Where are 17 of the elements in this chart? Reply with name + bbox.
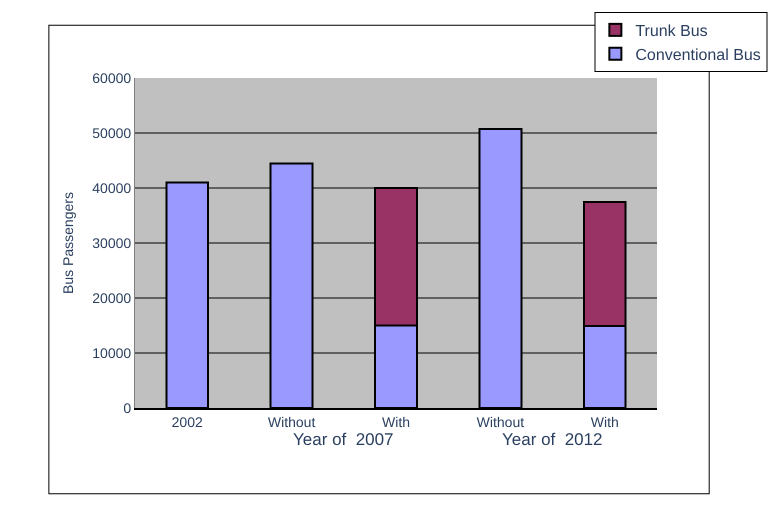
text: Year of 2007 <box>293 430 394 449</box>
y-tick-label: 50000 <box>92 124 132 141</box>
y-tick-label: 20000 <box>92 290 132 306</box>
y-tick-label: 10000 <box>92 344 132 361</box>
legend-label: Conventional Bus <box>635 46 761 64</box>
x-tick-label: Without <box>476 414 524 430</box>
legend-label: Trunk Bus <box>635 23 708 40</box>
y-axis-title: Bus Passengers <box>60 192 76 294</box>
x-tick-label: Without <box>268 414 316 430</box>
y-tick-label: 60000 <box>92 70 132 86</box>
x-tick-label: 2002 <box>172 414 203 430</box>
y-tick-label: 0 <box>123 400 132 416</box>
y-tick-label: 30000 <box>92 234 132 251</box>
y-tick-label: 40000 <box>92 180 132 196</box>
x-tick-label: With <box>590 414 619 430</box>
text: Year of 2012 <box>502 430 603 449</box>
x-tick-label: With <box>382 414 410 430</box>
